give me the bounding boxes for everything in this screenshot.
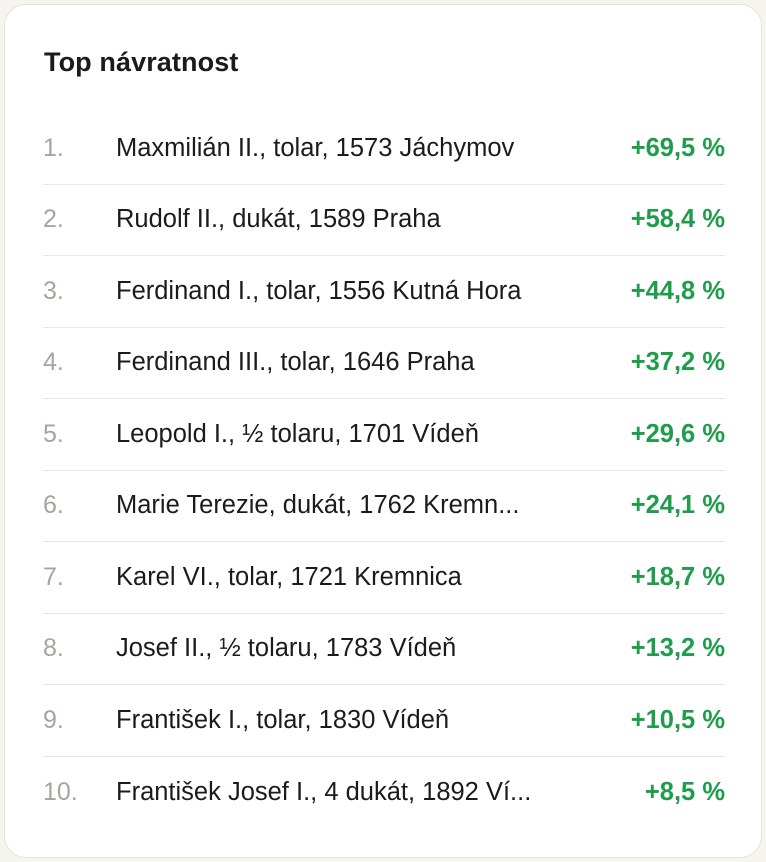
coin-name: Leopold I., ½ tolaru, 1701 Vídeň: [116, 419, 479, 448]
list-item[interactable]: 2. Rudolf II., dukát, 1589 Praha +58,4 %: [43, 185, 725, 256]
return-value: +18,7 %: [630, 562, 725, 591]
coin-name: Ferdinand III., tolar, 1646 Praha: [116, 348, 475, 377]
top-returns-card: Top návratnost 1. Maxmilián II., tolar, …: [4, 4, 762, 858]
rank-number: 5.: [43, 419, 64, 448]
coin-name: Maxmilián II., tolar, 1573 Jáchymov: [116, 133, 515, 162]
list-item[interactable]: 5. Leopold I., ½ tolaru, 1701 Vídeň +29,…: [43, 399, 725, 471]
list-item[interactable]: 6. Marie Terezie, dukát, 1762 Kremn... +…: [43, 471, 725, 542]
return-value: +44,8 %: [630, 276, 725, 305]
list-item[interactable]: 9. František I., tolar, 1830 Vídeň +10,5…: [43, 685, 725, 757]
list-item[interactable]: 4. Ferdinand III., tolar, 1646 Praha +37…: [43, 328, 725, 399]
coin-name: Marie Terezie, dukát, 1762 Kremn...: [116, 491, 520, 520]
return-value: +58,4 %: [630, 205, 725, 234]
list-item[interactable]: 10. František Josef I., 4 dukát, 1892 Ví…: [43, 757, 725, 829]
coin-name: Ferdinand I., tolar, 1556 Kutná Hora: [116, 276, 522, 305]
return-value: +10,5 %: [630, 705, 725, 734]
coin-name: Karel VI., tolar, 1721 Kremnica: [116, 562, 462, 591]
coin-name: Josef II., ½ tolaru, 1783 Vídeň: [116, 634, 457, 663]
top-returns-list: 1. Maxmilián II., tolar, 1573 Jáchymov +…: [43, 113, 725, 828]
list-item[interactable]: 3. Ferdinand I., tolar, 1556 Kutná Hora …: [43, 256, 725, 328]
coin-name: František Josef I., 4 dukát, 1892 Ví...: [116, 777, 532, 806]
coin-name: Rudolf II., dukát, 1589 Praha: [116, 205, 441, 234]
rank-number: 8.: [43, 634, 64, 663]
rank-number: 3.: [43, 276, 64, 305]
coin-name: František I., tolar, 1830 Vídeň: [116, 705, 450, 734]
return-value: +29,6 %: [630, 419, 725, 448]
rank-number: 2.: [43, 205, 64, 234]
return-value: +24,1 %: [630, 491, 725, 520]
list-item[interactable]: 1. Maxmilián II., tolar, 1573 Jáchymov +…: [43, 113, 725, 185]
return-value: +8,5 %: [644, 777, 725, 806]
rank-number: 1.: [43, 133, 64, 162]
card-title: Top návratnost: [44, 47, 239, 77]
rank-number: 10.: [43, 777, 78, 806]
rank-number: 6.: [43, 491, 64, 520]
rank-number: 9.: [43, 705, 64, 734]
list-item[interactable]: 8. Josef II., ½ tolaru, 1783 Vídeň +13,2…: [43, 614, 725, 685]
return-value: +69,5 %: [630, 133, 725, 162]
return-value: +37,2 %: [630, 348, 725, 377]
list-item[interactable]: 7. Karel VI., tolar, 1721 Kremnica +18,7…: [43, 542, 725, 614]
return-value: +13,2 %: [630, 634, 725, 663]
rank-number: 4.: [43, 348, 64, 377]
rank-number: 7.: [43, 562, 64, 591]
